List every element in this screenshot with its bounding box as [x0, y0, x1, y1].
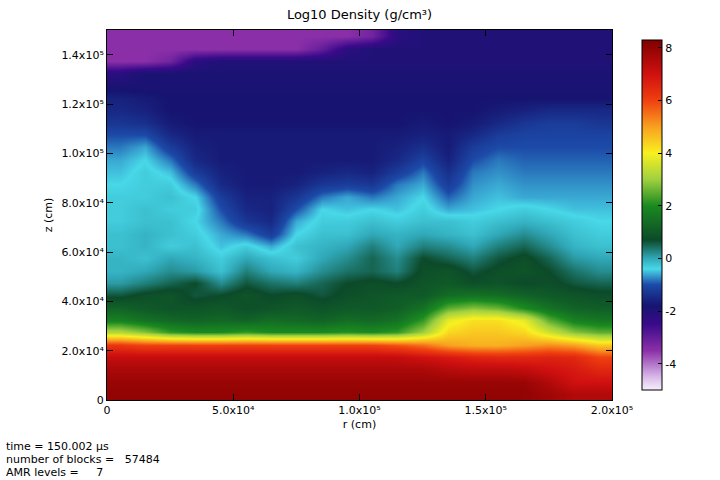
svg-text:8: 8 — [665, 42, 672, 55]
svg-text:-2: -2 — [665, 305, 676, 318]
svg-text:5.0x10⁴: 5.0x10⁴ — [212, 404, 255, 417]
svg-text:0: 0 — [104, 404, 111, 417]
svg-text:r (cm): r (cm) — [343, 418, 376, 431]
svg-text:6: 6 — [665, 94, 672, 107]
svg-text:4.0x10⁴: 4.0x10⁴ — [61, 295, 104, 308]
svg-text:8.0x10⁴: 8.0x10⁴ — [61, 197, 104, 210]
svg-text:6.0x10⁴: 6.0x10⁴ — [61, 246, 104, 259]
svg-text:2.0x10⁴: 2.0x10⁴ — [61, 345, 104, 358]
svg-text:0: 0 — [97, 394, 104, 407]
svg-text:2: 2 — [665, 200, 672, 213]
svg-text:Log10 Density (g/cm³): Log10 Density (g/cm³) — [287, 7, 432, 22]
svg-text:1.0x10⁵: 1.0x10⁵ — [338, 404, 380, 417]
svg-text:z (cm): z (cm) — [42, 198, 55, 233]
svg-text:-4: -4 — [665, 358, 676, 371]
svg-text:1.5x10⁵: 1.5x10⁵ — [465, 404, 507, 417]
svg-text:time = 150.002 µs: time = 150.002 µs — [6, 440, 109, 453]
svg-text:1.0x10⁵: 1.0x10⁵ — [61, 147, 103, 160]
svg-text:4: 4 — [665, 147, 672, 160]
svg-text:number of blocks = 57484: number of blocks = 57484 — [6, 453, 160, 466]
svg-text:1.2x10⁵: 1.2x10⁵ — [61, 98, 103, 111]
svg-text:2.0x10⁵: 2.0x10⁵ — [591, 404, 633, 417]
svg-text:AMR levels = 7: AMR levels = 7 — [6, 466, 103, 479]
svg-text:0: 0 — [665, 252, 672, 265]
svg-text:1.4x10⁵: 1.4x10⁵ — [61, 49, 103, 62]
